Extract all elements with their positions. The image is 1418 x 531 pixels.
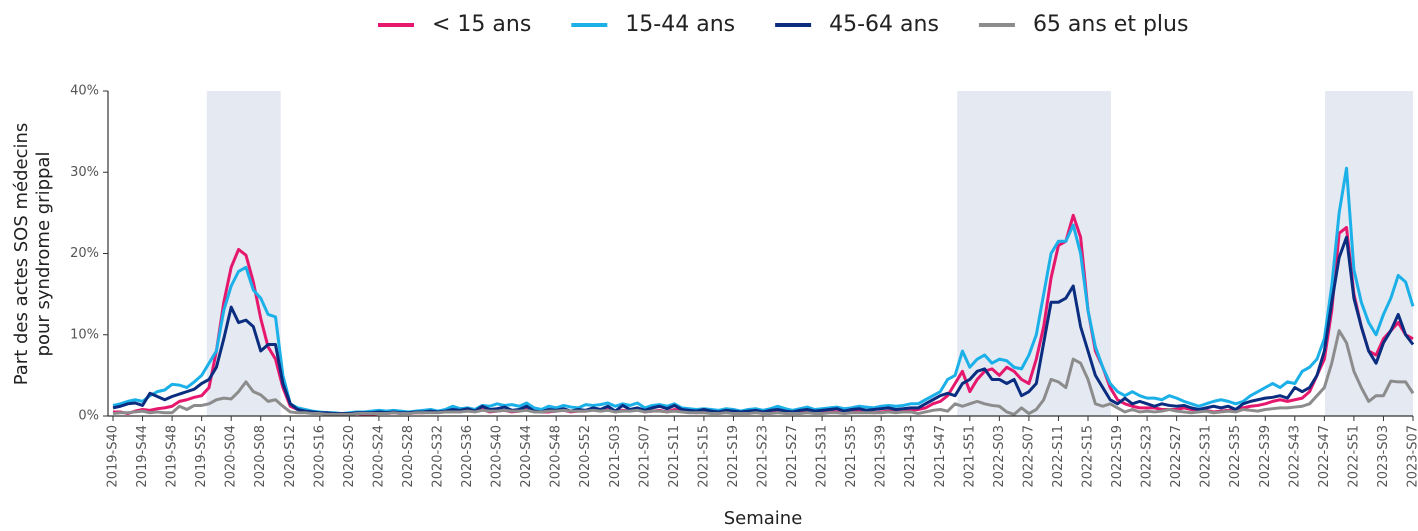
series-line [113, 213, 1414, 416]
series-line [112, 235, 1415, 416]
x-tick-label: 2022-S47 [1317, 425, 1332, 488]
x-tick-label: 2021-S07 [637, 425, 652, 488]
x-tick-label: 2020-S20 [342, 425, 357, 488]
x-tick-label: 2022-S11 [1051, 425, 1066, 488]
x-axis-title: Semaine [724, 508, 803, 529]
x-tick-label: 2021-S47 [933, 425, 948, 488]
y-tick-label: 30% [70, 165, 99, 180]
legend-label: 45-64 ans [829, 12, 939, 37]
x-tick-label: 2022-S15 [1081, 425, 1096, 488]
x-tick-label: 2021-S51 [962, 425, 977, 488]
x-tick-label: 2022-S07 [1021, 425, 1036, 488]
x-tick-label: 2022-S35 [1228, 425, 1243, 488]
x-tick-label: 2023-S07 [1406, 425, 1418, 488]
lines-layer [112, 166, 1415, 416]
x-tick-label: 2021-S11 [667, 425, 682, 488]
x-tick-label: 2022-S43 [1287, 425, 1302, 488]
x-tick-label: 2020-S24 [371, 425, 386, 488]
x-tick-label: 2020-S04 [224, 425, 239, 488]
x-tick-label: 2021-S27 [785, 425, 800, 488]
x-tick-label: 2019-S40 [106, 425, 121, 488]
y-axis-title: pour syndrome grippal [33, 152, 54, 357]
y-axis-title: Part des actes SOS médecins [11, 123, 32, 386]
x-tick-label: 2022-S31 [1199, 425, 1214, 488]
x-tick-label: 2021-S03 [608, 425, 623, 488]
legend-label: 65 ans et plus [1033, 12, 1189, 37]
legend-label: 15-44 ans [625, 12, 735, 37]
x-tick-label: 2021-S31 [815, 425, 830, 488]
x-tick-label: 2022-S39 [1258, 425, 1273, 488]
legend-label: < 15 ans [432, 12, 531, 37]
y-tick-label: 40% [70, 84, 99, 99]
x-tick-label: 2019-S52 [194, 425, 209, 488]
x-tick-label: 2020-S08 [253, 425, 268, 488]
x-tick-label: 2022-S23 [1140, 425, 1155, 488]
x-tick-label: 2021-S19 [726, 425, 741, 488]
y-tick-label: 20% [70, 246, 99, 261]
x-tick-label: 2020-S28 [401, 425, 416, 488]
y-tick-label: 0% [78, 409, 99, 424]
x-tick-label: 2019-S44 [135, 425, 150, 488]
legend: < 15 ans 15-44 ans 45-64 ans 65 ans et plus [378, 12, 1188, 37]
x-tick-label: 2020-S16 [312, 425, 327, 488]
y-tick-label: 10% [70, 327, 99, 342]
x-tick-label: 2020-S52 [578, 425, 593, 488]
shading-layer [206, 91, 1413, 416]
series-line [112, 329, 1415, 416]
x-tick-label: 2023-S03 [1376, 425, 1391, 488]
x-tick-label: 2020-S32 [431, 425, 446, 488]
x-tick-label: 2022-S03 [992, 425, 1007, 488]
x-tick-label: 2020-S44 [519, 425, 534, 488]
x-tick-label: 2020-S36 [460, 425, 475, 488]
x-tick-label: 2022-S51 [1346, 425, 1361, 488]
series-line [112, 166, 1415, 416]
x-tick-label: 2021-S23 [756, 425, 771, 488]
x-tick-label: 2022-S27 [1169, 425, 1184, 488]
x-tick-label: 2021-S35 [844, 425, 859, 488]
x-tick-label: 2020-S40 [490, 425, 505, 488]
x-tick-label: 2021-S43 [903, 425, 918, 488]
x-tick-label: 2021-S15 [696, 425, 711, 488]
x-tick-label: 2020-S48 [549, 425, 564, 488]
x-tick-label: 2022-S19 [1110, 425, 1125, 488]
x-tick-label: 2021-S39 [874, 425, 889, 488]
x-tick-label: 2019-S48 [165, 425, 180, 488]
x-tick-label: 2020-S12 [283, 425, 298, 488]
